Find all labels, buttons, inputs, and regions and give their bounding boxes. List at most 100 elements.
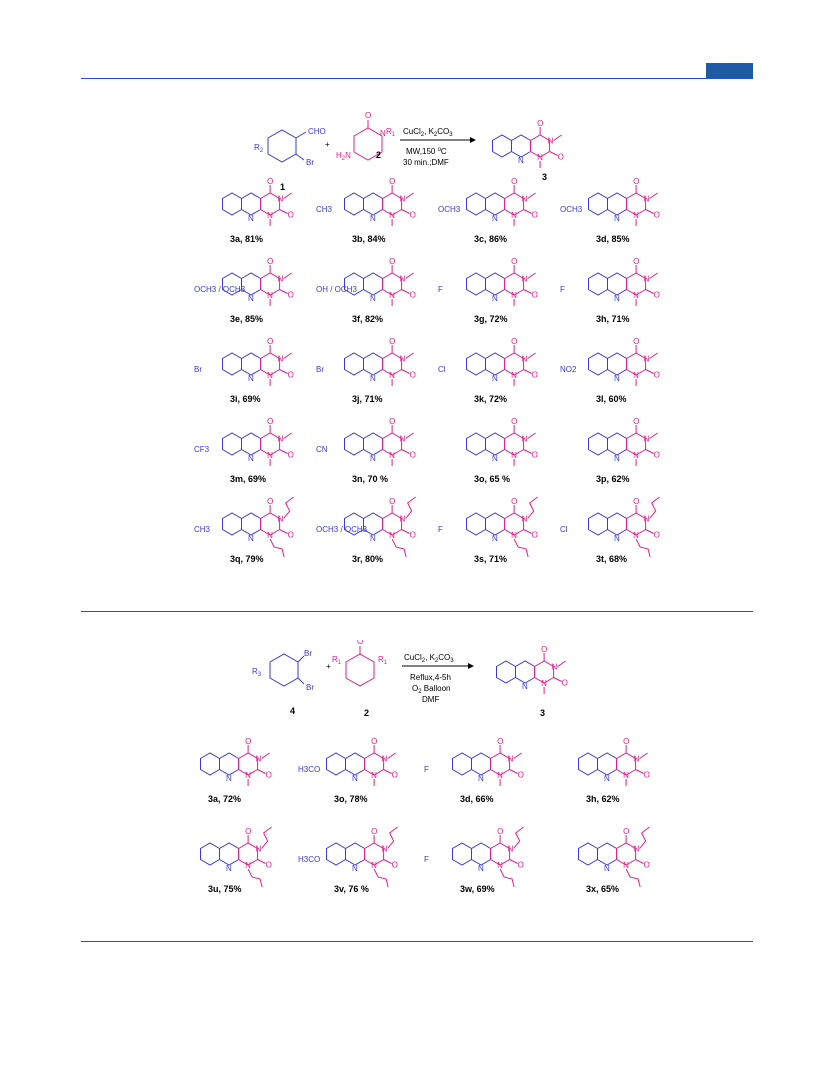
- carbonyl-oxygen: O: [371, 737, 377, 746]
- product-label: 3v, 76 %: [334, 884, 369, 894]
- pyrimidine-ring: [260, 352, 281, 376]
- carbonyl-oxygen: O: [654, 211, 660, 220]
- ring-nitrogen: N: [518, 156, 524, 165]
- imide-nitrogen: N: [548, 137, 554, 146]
- carbonyl-oxygen: O: [532, 371, 538, 380]
- carbonyl-oxygen: O: [371, 827, 377, 836]
- pyrimidine-ring: [238, 842, 259, 866]
- pyrimidine-ring: [364, 752, 385, 776]
- carbonyl-oxygen: O: [633, 497, 639, 506]
- substituent-label: NO2: [560, 365, 577, 374]
- pyridine-ring: [345, 842, 366, 866]
- pyrimidine-ring: [616, 842, 637, 866]
- reactant-4: R3 Br Br 4: [252, 649, 314, 716]
- product-label: 3g, 72%: [474, 314, 508, 324]
- benzo-ring: [222, 512, 242, 536]
- br-group-2: Br: [306, 683, 314, 692]
- ring-nitrogen: N: [604, 864, 610, 873]
- pyridine-ring: [597, 842, 618, 866]
- carbonyl-oxygen: O: [654, 451, 660, 460]
- carbonyl-oxygen: O: [497, 737, 503, 746]
- carbonyl-oxygen: O: [267, 417, 273, 426]
- header-tab: [706, 63, 753, 78]
- reactant-1-label: 1: [280, 182, 285, 192]
- reaction-arrow-1: CuCl2, K2CO3 MW,150 oC 30 min.;DMF: [400, 127, 476, 167]
- benzo-ring: [466, 272, 486, 296]
- imide-nitrogen: N: [522, 355, 528, 364]
- pyrimidine-ring: [382, 272, 403, 296]
- carbonyl-oxygen: O: [511, 257, 517, 266]
- imide-nitrogen: N: [278, 435, 284, 444]
- conditions-oxygen: O2 Balloon: [412, 684, 451, 695]
- product-label: 3s, 71%: [474, 554, 507, 564]
- pyrimidine-ring: [616, 752, 637, 776]
- benzo-ring: [588, 432, 608, 456]
- pyridine-ring: [597, 752, 618, 776]
- carbonyl-oxygen: O: [532, 291, 538, 300]
- imide-nitrogen: N: [511, 451, 517, 460]
- ring-nitrogen: N: [492, 454, 498, 463]
- substituent-label: Br: [316, 365, 324, 374]
- carbonyl-oxygen: O: [654, 291, 660, 300]
- r1-group: R1: [332, 655, 342, 666]
- reactant-2-label: 2: [376, 150, 381, 160]
- carbonyl-oxygen: O: [562, 679, 568, 688]
- carbonyl-oxygen: O: [392, 771, 398, 780]
- ring-nitrogen: N: [226, 864, 232, 873]
- pyridine-ring: [511, 134, 532, 158]
- ring-nitrogen: N: [478, 774, 484, 783]
- benzo-ring: [496, 660, 516, 684]
- benzo-ring: [466, 432, 486, 456]
- pyridine-ring: [607, 192, 628, 216]
- pyrimidine-ring: [530, 134, 551, 158]
- conditions-solvent: DMF: [422, 695, 439, 704]
- carbonyl-oxygen: O: [410, 371, 416, 380]
- r3-group: R3: [252, 667, 262, 678]
- imide-nitrogen: N: [644, 355, 650, 364]
- product-label: 3i, 69%: [230, 394, 261, 404]
- ring-nitrogen: N: [248, 454, 254, 463]
- carbonyl-oxygen: O: [532, 531, 538, 540]
- substituent-label: OCH3 / OCH3: [194, 285, 246, 294]
- pyrimidine-ring: [504, 352, 525, 376]
- benzo-ring: [466, 352, 486, 376]
- substituent-label: CH3: [194, 525, 211, 534]
- imide-nitrogen: N: [400, 275, 406, 284]
- pyridine-ring: [607, 272, 628, 296]
- imide-nitrogen: N: [245, 861, 251, 870]
- carbonyl-oxygen: O: [389, 497, 395, 506]
- carbonyl-oxygen: O: [558, 153, 564, 162]
- pyrimidine-ring: [504, 432, 525, 456]
- product-label: 3d, 85%: [596, 234, 630, 244]
- r1-group: R1: [386, 127, 396, 138]
- benzo-ring: [492, 134, 512, 158]
- pyridine-ring: [363, 192, 384, 216]
- substituent-label: Cl: [560, 525, 568, 534]
- ring-nitrogen: N: [614, 294, 620, 303]
- ring-nitrogen: N: [614, 534, 620, 543]
- imide-nitrogen: N: [267, 531, 273, 540]
- oxygen-label: O: [357, 640, 363, 646]
- nitrogen-label: N: [380, 129, 386, 138]
- r1-group: R1: [378, 655, 388, 666]
- imide-nitrogen: N: [256, 845, 262, 854]
- imide-nitrogen: N: [400, 435, 406, 444]
- reactant-2: O N R1 H2N 2: [336, 111, 396, 162]
- carbonyl-oxygen: O: [532, 451, 538, 460]
- carbonyl-oxygen: O: [633, 257, 639, 266]
- product-label: 3x, 65%: [586, 884, 619, 894]
- carbonyl-oxygen: O: [410, 451, 416, 460]
- benzo-ring: [452, 752, 472, 776]
- product-label: 3p, 62%: [596, 474, 630, 484]
- product-label: 3o, 65 %: [474, 474, 510, 484]
- benzo-ring: [452, 842, 472, 866]
- product-label: 3l, 60%: [596, 394, 627, 404]
- pyridine-ring: [607, 512, 628, 536]
